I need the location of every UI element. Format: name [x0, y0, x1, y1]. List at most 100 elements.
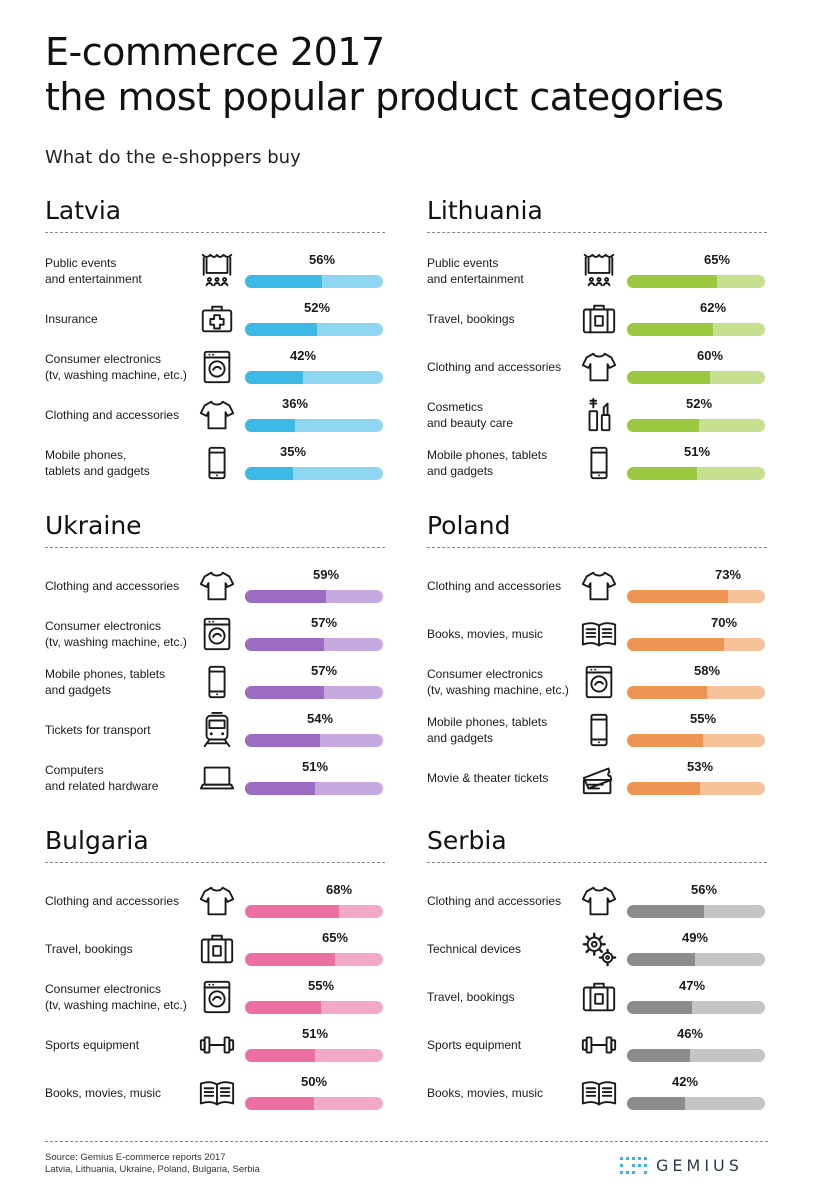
value-label: 65%: [321, 930, 349, 945]
category-label: Clothing and accessories: [427, 894, 562, 908]
category-label: Books, movies, music: [427, 627, 544, 641]
bar-row: Travel, bookings 62%: [427, 295, 767, 343]
smartphone-icon: [198, 663, 236, 701]
footer-divider: [45, 1141, 768, 1142]
bar-row: Clothing and accessories 60%: [427, 343, 767, 391]
bar-rows: Clothing and accessories 59% Consumer elec…: [45, 548, 385, 802]
bar-row: Mobile phones, tablets and gadgets 57%: [45, 658, 385, 706]
bar-row: Sports equipment 51%: [45, 1021, 385, 1069]
bar-rows: Clothing and accessories 68% Travel, booki…: [45, 863, 385, 1117]
bar-row: Technical devices 49%: [427, 925, 767, 973]
suitcase-icon: [580, 978, 618, 1016]
category-label: Public events and entertainment: [45, 256, 142, 286]
dumbbell-icon: [580, 1026, 618, 1064]
category-label: Mobile phones, tablets and gadgets: [45, 448, 150, 478]
bar-fill: [627, 467, 697, 480]
value-label: 35%: [279, 444, 307, 459]
bar-track: [627, 638, 765, 651]
panel-serbia: Serbia Clothing and accessories 56% Techni…: [427, 826, 767, 1117]
bar-fill: [627, 275, 717, 288]
bar-track: [627, 590, 765, 603]
washing-machine-icon: [198, 978, 236, 1016]
value-label: 59%: [312, 567, 340, 582]
washing-machine-icon: [198, 615, 236, 653]
country-heading: Latvia: [45, 196, 122, 225]
bar-track: [627, 371, 765, 384]
divider: [45, 862, 385, 863]
bar-fill: [245, 905, 339, 918]
bar-track: [627, 419, 765, 432]
value-label: 53%: [686, 759, 714, 774]
bar-fill: [627, 1001, 692, 1014]
value-label: 56%: [308, 252, 336, 267]
bar-row: Public events and entertainment 65%: [427, 247, 767, 295]
source-note: Source: Gemius E-commerce reports 2017 L…: [45, 1152, 260, 1176]
bar-track: [627, 1049, 765, 1062]
gears-icon: [580, 930, 618, 968]
bar-fill: [245, 1049, 315, 1062]
category-label: Tickets for transport: [45, 723, 151, 737]
laptop-icon: [198, 759, 236, 797]
bar-track: [245, 467, 383, 480]
bar-row: Books, movies, music 70%: [427, 610, 767, 658]
bar-track: [245, 590, 383, 603]
bar-fill: [627, 782, 700, 795]
category-label: Public events and entertainment: [427, 256, 524, 286]
washing-machine-icon: [198, 348, 236, 386]
value-label: 70%: [710, 615, 738, 630]
bar-track: [245, 638, 383, 651]
category-label: Sports equipment: [427, 1038, 522, 1052]
value-label: 57%: [310, 615, 338, 630]
bar-fill: [627, 638, 724, 651]
bar-row: Travel, bookings 65%: [45, 925, 385, 973]
panel-bulgaria: Bulgaria Clothing and accessories 68% Trav…: [45, 826, 385, 1117]
bar-rows: Public events and entertainment 56% Insuran…: [45, 233, 385, 487]
bar-row: Books, movies, music 42%: [427, 1069, 767, 1117]
bar-track: [245, 275, 383, 288]
value-label: 51%: [301, 759, 329, 774]
bar-row: Tickets for transport 54%: [45, 706, 385, 754]
title-line-1: E-commerce 2017: [45, 30, 385, 74]
category-label: Consumer electronics (tv, washing machine…: [427, 667, 569, 697]
value-label: 60%: [696, 348, 724, 363]
bar-track: [245, 686, 383, 699]
bar-track: [245, 905, 383, 918]
bar-track: [627, 953, 765, 966]
value-label: 65%: [703, 252, 731, 267]
bar-fill: [245, 638, 324, 651]
logo-dots-icon: [620, 1157, 647, 1174]
tshirt-icon: [580, 567, 618, 605]
bar-row: Clothing and accessories 73%: [427, 562, 767, 610]
value-label: 52%: [685, 396, 713, 411]
bar-track: [627, 782, 765, 795]
bar-track: [245, 953, 383, 966]
bar-row: Sports equipment 46%: [427, 1021, 767, 1069]
page-subtitle: What do the e-shoppers buy: [45, 147, 301, 168]
bar-track: [627, 323, 765, 336]
page-title: E-commerce 2017 the most popular product…: [45, 30, 724, 120]
category-label: Sports equipment: [45, 1038, 140, 1052]
category-label: Consumer electronics (tv, washing machine…: [45, 619, 187, 649]
category-label: Consumer electronics (tv, washing machine…: [45, 352, 187, 382]
value-label: 58%: [693, 663, 721, 678]
bar-row: Mobile phones, tablets and gadgets 35%: [45, 439, 385, 487]
bar-track: [245, 1001, 383, 1014]
bar-track: [627, 1097, 765, 1110]
value-label: 42%: [671, 1074, 699, 1089]
bar-rows: Clothing and accessories 56% Technical dev…: [427, 863, 767, 1117]
category-label: Consumer electronics (tv, washing machine…: [45, 982, 187, 1012]
first-aid-icon: [198, 300, 236, 338]
bar-track: [627, 275, 765, 288]
category-label: Mobile phones, tablets and gadgets: [427, 448, 548, 478]
bar-fill: [245, 953, 335, 966]
bar-fill: [245, 419, 295, 432]
bar-fill: [245, 734, 320, 747]
panel-latvia: Latvia Public events and entertainment 56%…: [45, 196, 385, 487]
category-label: Technical devices: [427, 942, 522, 956]
bar-row: Consumer electronics (tv, washing machine…: [45, 610, 385, 658]
bar-fill: [627, 371, 710, 384]
bar-row: Clothing and accessories 68%: [45, 877, 385, 925]
bar-fill: [627, 590, 728, 603]
category-label: Travel, bookings: [427, 312, 515, 326]
category-label: Mobile phones, tablets and gadgets: [427, 715, 548, 745]
